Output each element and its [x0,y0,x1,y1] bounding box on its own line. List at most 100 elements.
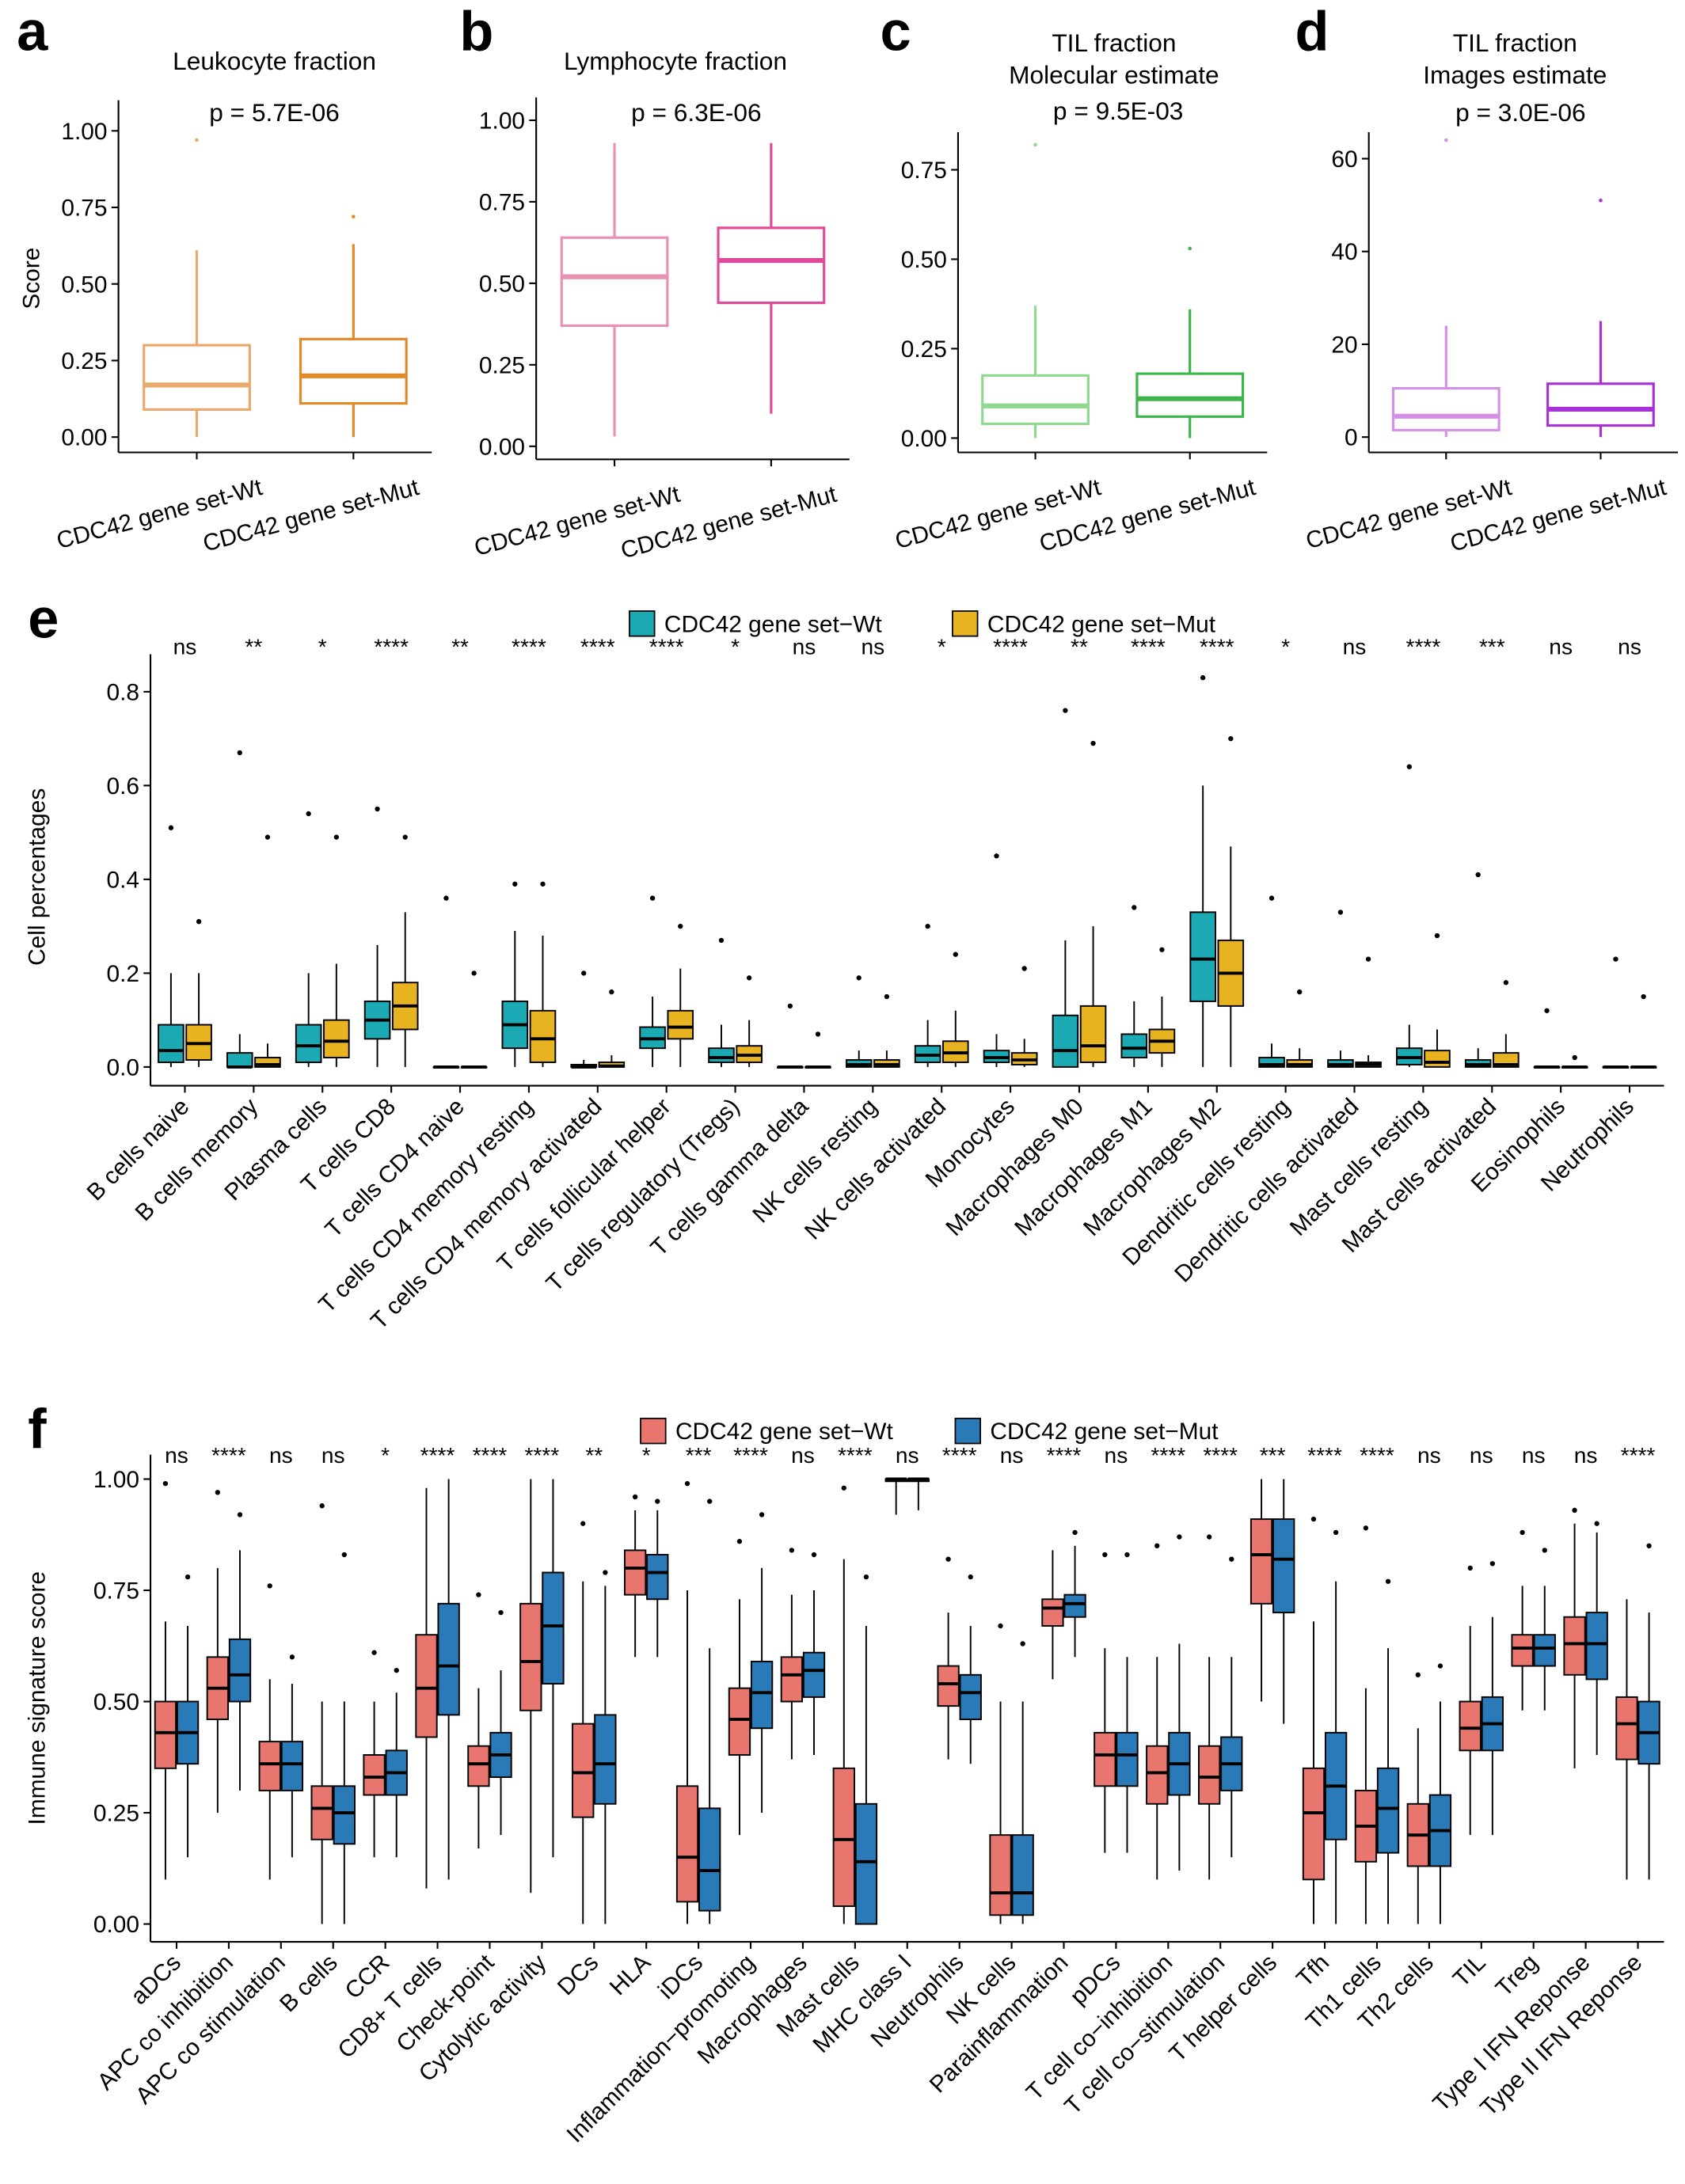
significance: **** [211,1443,246,1468]
y-tick-label: 40 [1331,239,1357,265]
legend-label: CDC42 gene set−Wt [664,611,883,637]
outlier [1188,246,1192,251]
box [437,1602,460,1716]
panel-title: Lymphocyte fraction [564,47,787,75]
box [1052,1014,1079,1068]
box [708,1047,735,1063]
significance: ns [1618,634,1641,659]
outlier [195,138,199,142]
significance: **** [1047,1443,1082,1468]
outlier [1337,910,1344,915]
box [143,344,251,411]
y-tick-label: 0.6 [106,773,139,800]
outlier [1154,1543,1160,1548]
significance: **** [733,1443,768,1468]
box [675,1785,699,1903]
panel-label: b [459,0,493,62]
y-axis-label: Cell percentages [24,788,50,966]
significance: ** [1071,634,1088,659]
box [780,1656,804,1703]
outlier [168,825,174,830]
p-value: p = 6.3E-06 [631,98,761,127]
significance: **** [942,1443,977,1468]
p-value: p = 5.7E-06 [209,98,339,127]
y-tick-label: 0.75 [479,189,525,215]
significance: **** [1406,634,1441,659]
legend-label: CDC42 gene set−Mut [987,611,1216,637]
significance: **** [1131,634,1166,659]
outlier [1132,905,1137,910]
significance: **** [1360,1443,1394,1468]
outlier [1437,1663,1443,1669]
x-tick-label: TIL [1448,1950,1491,1992]
outlier [1228,735,1234,742]
box [228,1638,252,1703]
significance: **** [420,1443,455,1468]
significance: ns [1105,1443,1128,1468]
outlier [267,1583,272,1589]
significance: * [1281,634,1290,659]
x-tick-label: NK cells resting [747,1093,882,1228]
box [1258,1057,1285,1068]
y-tick-label: 0.25 [61,348,107,374]
significance: **** [1203,1443,1238,1468]
outlier [1159,947,1165,952]
outlier [1594,1521,1599,1526]
box [226,1052,253,1068]
box [728,1687,751,1756]
outlier [1415,1672,1421,1677]
outlier [759,1512,765,1517]
box [1391,387,1501,431]
outlier [1020,1641,1025,1647]
significance: **** [993,634,1028,659]
y-tick-label: 60 [1331,146,1357,173]
outlier [540,881,546,887]
box [1302,1767,1326,1881]
significance: ** [451,634,469,659]
outlier [1406,764,1412,769]
outlier [998,1623,1003,1629]
outlier [1063,708,1068,713]
outlier [237,1512,243,1517]
significance: ns [1343,634,1367,659]
box [299,337,408,405]
box [310,1785,333,1840]
outlier [684,1480,690,1487]
box [989,1834,1012,1916]
significance: * [318,634,327,659]
outlier [162,1480,169,1487]
outlier [1467,1565,1473,1571]
outlier [746,975,752,981]
outlier [1363,1525,1369,1531]
box [1511,1634,1534,1667]
box [1135,372,1245,418]
outlier [1269,895,1275,901]
outlier [375,806,380,812]
box [1189,911,1216,1002]
significance: ** [245,634,262,659]
outlier [1544,1008,1550,1013]
y-tick-label: 0.00 [93,1912,139,1938]
outlier [581,970,587,976]
legend-key [640,1417,667,1445]
box [572,1723,595,1818]
outlier [707,1498,713,1504]
outlier [402,834,408,840]
box [280,1741,304,1791]
legend-label: CDC42 gene set−Wt [675,1419,894,1445]
outlier [1102,1552,1108,1558]
significance: * [938,634,946,659]
outlier [1229,1556,1234,1562]
panel-subtitle: Molecular estimate [1009,61,1219,89]
y-tick-label: 0.0 [106,1054,139,1081]
significance: ns [1574,1443,1598,1468]
outlier [811,1552,817,1558]
y-tick-label: 1.00 [479,108,525,134]
box [1615,1696,1638,1760]
box [1459,1700,1482,1752]
outlier [925,923,930,929]
box [959,1673,982,1720]
outlier [1542,1548,1547,1553]
significance: ns [173,634,197,659]
